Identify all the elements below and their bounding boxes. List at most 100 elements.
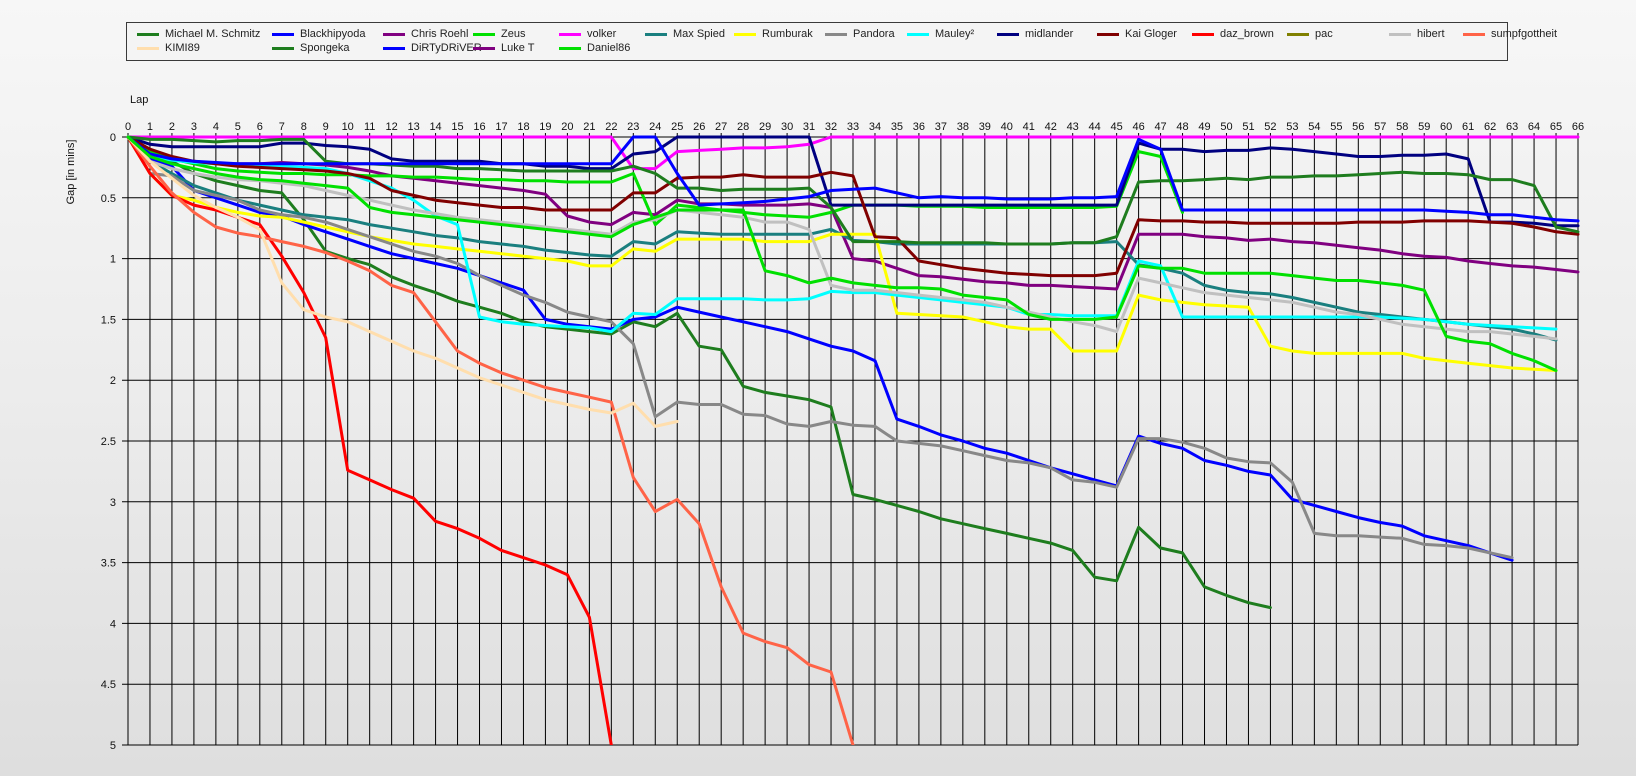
legend-swatch <box>272 47 294 50</box>
x-tick-label: 2 <box>169 121 175 133</box>
legend-swatch <box>473 47 495 50</box>
x-tick-label: 23 <box>627 121 639 133</box>
x-tick-label: 58 <box>1396 121 1408 133</box>
legend-label: Michael M. Schmitz <box>165 28 261 40</box>
legend-label: pac <box>1315 28 1333 40</box>
x-tick-label: 45 <box>1111 121 1123 133</box>
x-tick-label: 1 <box>147 121 153 133</box>
x-tick-label: 26 <box>693 121 705 133</box>
y-tick-label: 1.5 <box>101 314 116 326</box>
x-tick-label: 15 <box>451 121 463 133</box>
x-tick-label: 17 <box>495 121 507 133</box>
x-tick-label: 48 <box>1176 121 1188 133</box>
x-tick-label: 65 <box>1550 121 1562 133</box>
x-tick-label: 39 <box>979 121 991 133</box>
grid-lines <box>122 133 1579 746</box>
x-tick-label: 37 <box>935 121 947 133</box>
chart-legend: Michael M. Schmitz Blackhipyoda Chris Roeh… <box>126 22 1557 61</box>
y-tick-label: 0.5 <box>101 193 116 205</box>
x-tick-label: 54 <box>1308 121 1320 133</box>
x-tick-label: 46 <box>1132 121 1144 133</box>
x-tick-label: 21 <box>583 121 595 133</box>
x-tick-label: 57 <box>1374 121 1386 133</box>
x-tick-label: 56 <box>1352 121 1364 133</box>
series-line <box>126 135 679 428</box>
x-tick-label: 40 <box>1001 121 1013 133</box>
x-tick-label: 27 <box>715 121 727 133</box>
legend-label: Zeus <box>501 28 526 40</box>
x-tick-label: 5 <box>235 121 241 133</box>
x-tick-label: 9 <box>323 121 329 133</box>
legend-label: Mauley² <box>935 28 975 40</box>
series-line <box>126 135 1580 228</box>
legend-label: Spongeka <box>300 42 350 54</box>
x-tick-label: 14 <box>429 121 441 133</box>
legend-label: midlander <box>1025 28 1074 40</box>
series-line <box>126 135 613 745</box>
legend-swatch <box>473 33 495 36</box>
y-tick-label: 4.5 <box>101 679 116 691</box>
x-tick-label: 61 <box>1462 121 1474 133</box>
x-tick-label: 49 <box>1198 121 1210 133</box>
x-tick-label: 55 <box>1330 121 1342 133</box>
x-tick-label: 29 <box>759 121 771 133</box>
series-line <box>126 135 855 745</box>
x-tick-label: 3 <box>191 121 197 133</box>
x-tick-label: 32 <box>825 121 837 133</box>
x-tick-label: 4 <box>213 121 219 133</box>
legend-label: Kai Gloger <box>1125 28 1177 40</box>
x-tick-label: 53 <box>1286 121 1298 133</box>
legend-swatch <box>1287 33 1309 36</box>
x-axis-label: Lap <box>130 94 148 106</box>
x-tick-label: 35 <box>891 121 903 133</box>
series-line <box>126 135 1558 372</box>
series-line <box>126 135 1514 562</box>
x-tick-label: 10 <box>342 121 354 133</box>
legend-swatch <box>1389 33 1411 36</box>
x-tick-label: 30 <box>781 121 793 133</box>
series-line <box>126 135 1580 171</box>
x-tick-label: 47 <box>1154 121 1166 133</box>
x-tick-label: 31 <box>803 121 815 133</box>
legend-swatch <box>825 33 847 36</box>
series-line <box>126 135 1580 291</box>
series-line <box>126 135 1272 610</box>
legend-swatch <box>1463 33 1485 36</box>
series-lines <box>126 135 1580 745</box>
x-tick-label: 28 <box>737 121 749 133</box>
x-tick-label: 43 <box>1067 121 1079 133</box>
x-tick-label: 6 <box>257 121 263 133</box>
series-line <box>126 135 1558 341</box>
legend-swatch <box>645 33 667 36</box>
series-line <box>126 135 1558 334</box>
x-tick-label: 64 <box>1528 121 1540 133</box>
legend-label: Blackhipyoda <box>300 28 366 40</box>
x-tick-label: 0 <box>125 121 131 133</box>
legend-swatch <box>997 33 1019 36</box>
legend-swatch <box>137 33 159 36</box>
x-tick-label: 20 <box>561 121 573 133</box>
x-tick-label: 24 <box>649 121 661 133</box>
legend-swatch <box>383 47 405 50</box>
x-tick-label: 7 <box>279 121 285 133</box>
legend-label: Rumburak <box>762 28 813 40</box>
legend-label: Luke T <box>501 42 535 54</box>
legend-swatch <box>907 33 929 36</box>
legend-swatch <box>1097 33 1119 36</box>
x-tick-label: 51 <box>1242 121 1254 133</box>
tick-labels: 0 1 2 3 4 5 6 7 8 9 10 11 12 13 14 15 16 17 18 19 20 21 22 23 24… <box>101 121 1584 752</box>
x-tick-label: 59 <box>1418 121 1430 133</box>
series-line <box>126 135 1580 223</box>
y-tick-label: 4 <box>110 618 116 630</box>
legend-label: daz_brown <box>1220 28 1274 40</box>
y-tick-label: 2.5 <box>101 436 116 448</box>
legend-label: Max Spied <box>673 28 725 40</box>
x-tick-label: 41 <box>1023 121 1035 133</box>
x-tick-label: 8 <box>301 121 307 133</box>
y-tick-label: 1 <box>110 254 116 266</box>
x-tick-label: 16 <box>473 121 485 133</box>
legend-label: Chris Roehl <box>411 28 469 40</box>
legend-label: DiRTyDRiVER <box>411 42 482 54</box>
x-tick-label: 38 <box>957 121 969 133</box>
